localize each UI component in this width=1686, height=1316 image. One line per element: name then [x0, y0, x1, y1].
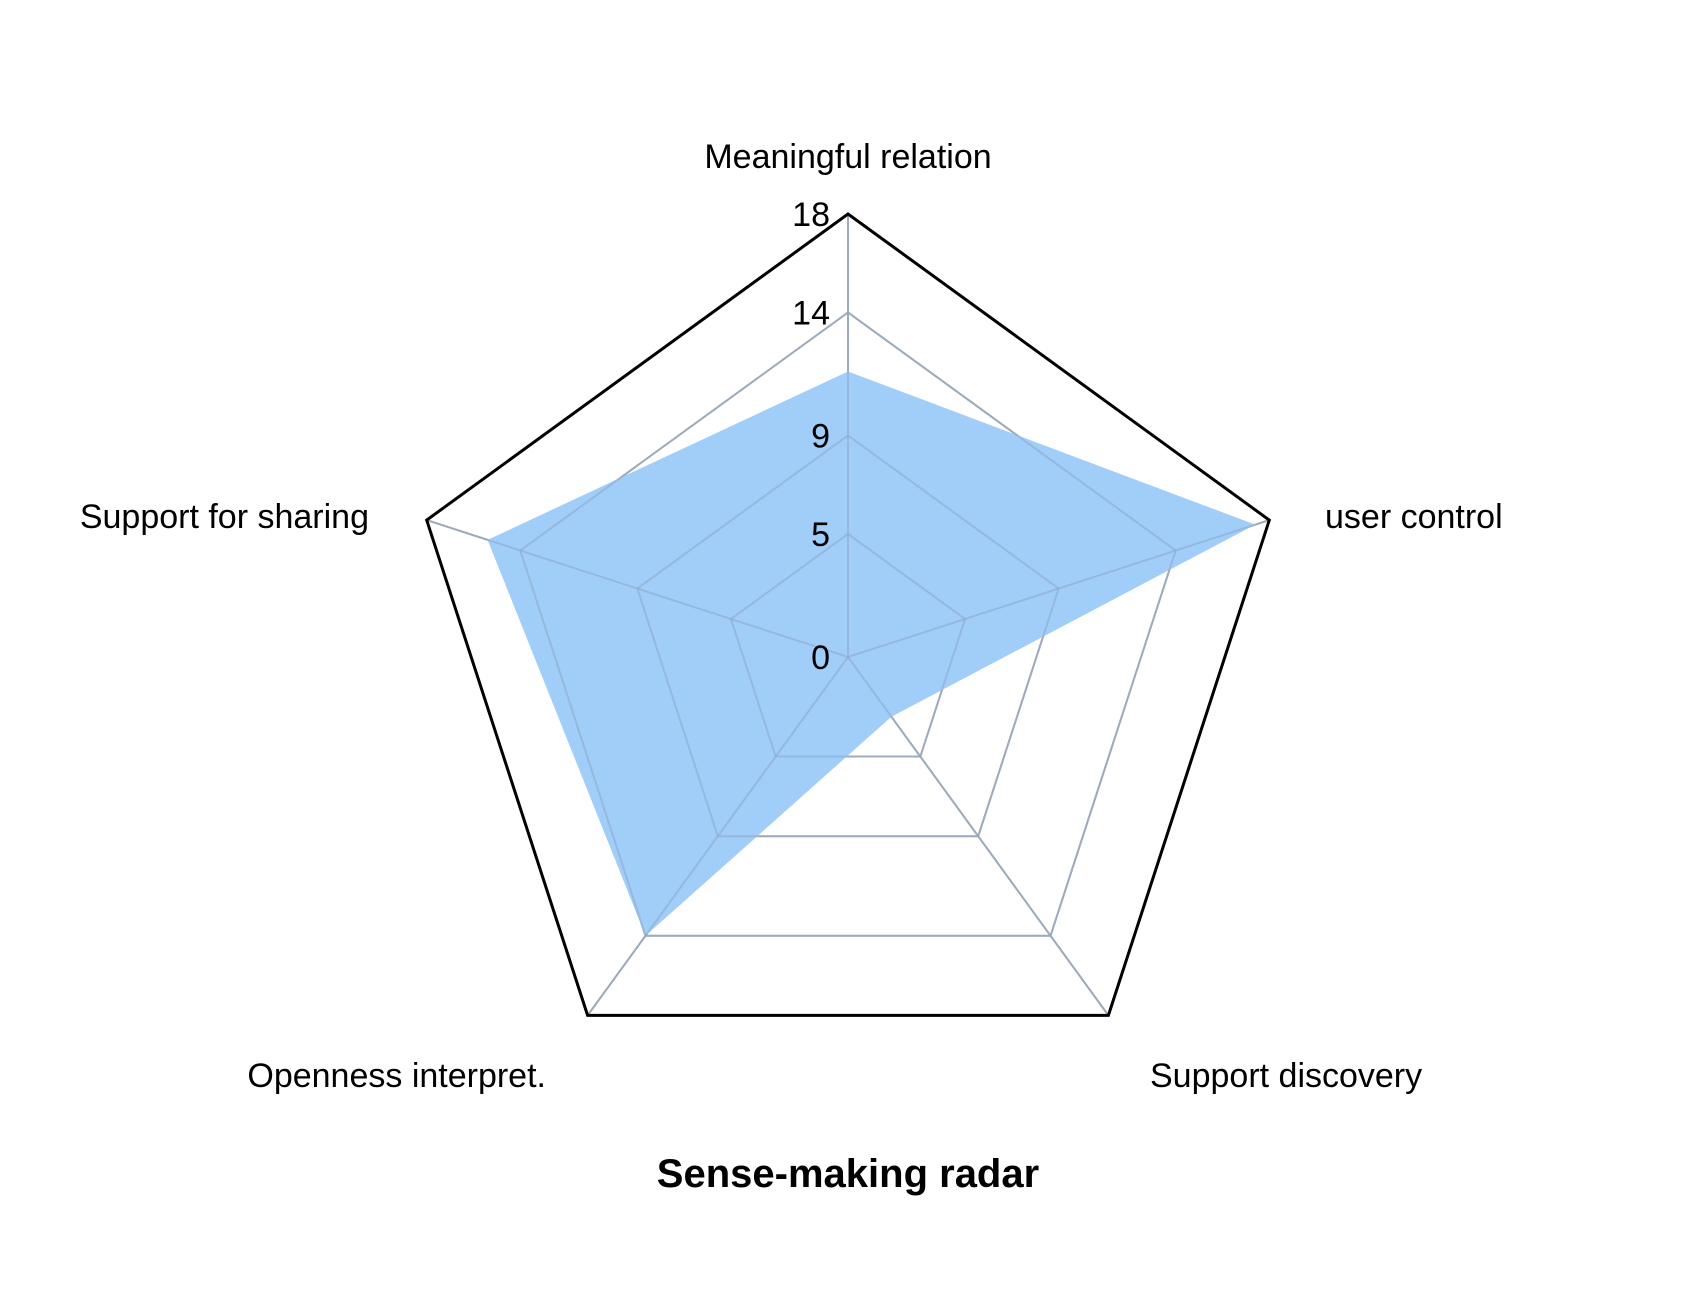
spoke-overlay-3 [586, 656, 849, 1016]
outer-frame [424, 212, 1272, 1017]
axis-label-meaningful-relation: Meaningful relation [704, 138, 991, 176]
tick-label-9: 9 [811, 418, 830, 456]
tick-label-5: 5 [811, 516, 830, 554]
axis-label-support-discovery: Support discovery [1150, 1057, 1422, 1095]
radar-series [426, 214, 1270, 1016]
tick-label-0: 0 [811, 639, 830, 677]
series-area-0 [487, 371, 1256, 936]
radar-outer-frame [424, 212, 1272, 1017]
grid-ring-overlay-5 [729, 532, 967, 758]
spoke-overlay-4 [426, 519, 849, 658]
tick-label-14: 14 [792, 294, 830, 332]
spoke-overlay-1 [847, 519, 1270, 658]
axis-label-user-control: user control [1325, 498, 1503, 536]
radar-tick-labels: 0 5 9 14 18 [792, 196, 830, 677]
spoke-overlay-2 [847, 656, 1110, 1016]
axis-label-support-for-sharing: Support for sharing [80, 498, 369, 536]
tick-label-18: 18 [792, 196, 830, 234]
grid-ring-overlay-9 [636, 434, 1060, 838]
chart-title: Sense-making radar [657, 1152, 1039, 1196]
grid-ring-overlay-14 [519, 311, 1177, 937]
axis-label-openness-interpret: Openness interpret. [247, 1057, 546, 1095]
radar-axis-labels: Meaningful relation user control Support… [80, 138, 1503, 1095]
